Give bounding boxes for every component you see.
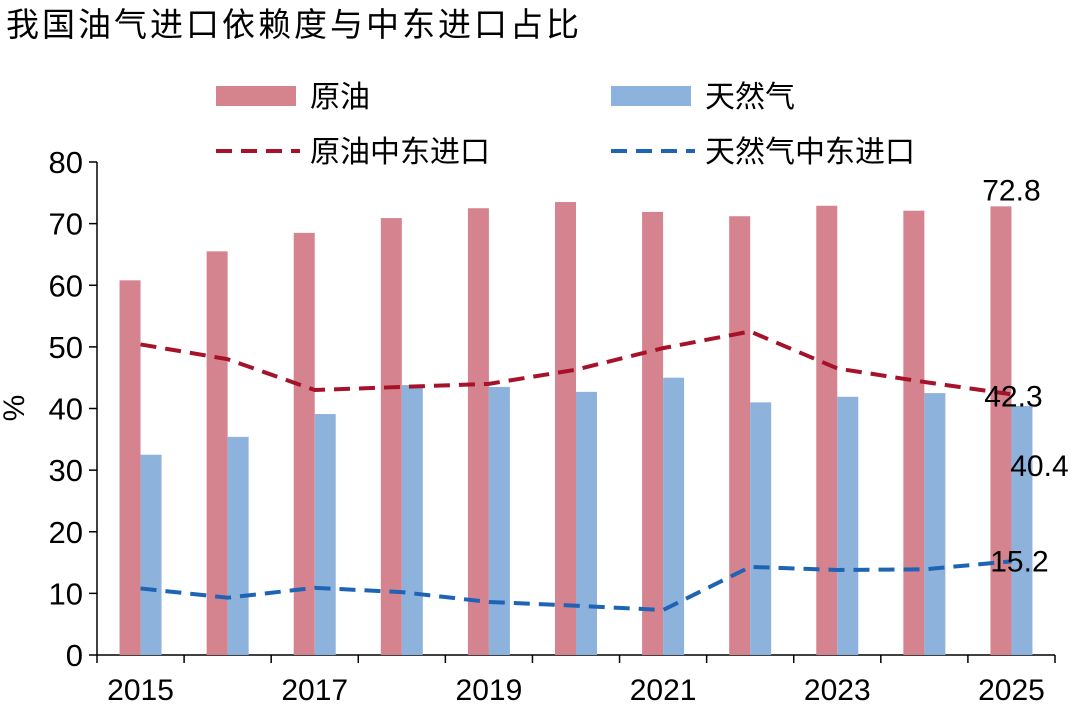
legend: 原油 天然气 原油中东进口 天然气中东进口: [216, 80, 915, 170]
x-tick-label: 2017: [281, 674, 348, 707]
bar-gas-2017: [314, 414, 336, 655]
x-axis: 2015 2017 2019 2021 2023 2025: [96, 654, 1056, 707]
legend-label-crude: 原油: [310, 80, 370, 115]
y-tick-label: 80: [49, 145, 83, 180]
data-labels: 72.8 42.3 40.4 15.2: [982, 174, 1068, 578]
lines: [140, 329, 1012, 613]
bar-gas-2023: [837, 396, 859, 655]
bar-gas-2022: [750, 402, 772, 655]
line-gas-middle-east: [140, 559, 1012, 613]
y-tick-label: 50: [49, 330, 83, 365]
bar-gas-2024: [924, 393, 946, 655]
bar-crude-2015: [119, 280, 141, 655]
bar-crude-2021: [642, 211, 664, 655]
bar-crude-2016: [206, 251, 228, 655]
y-tick-label: 0: [66, 638, 83, 673]
bar-gas-2020: [576, 391, 597, 655]
y-tick-label: 60: [49, 268, 83, 303]
x-tick-label: 2023: [804, 674, 871, 707]
bars: [119, 202, 1033, 656]
y-tick-label: 30: [49, 453, 83, 488]
bar-gas-2019: [488, 386, 510, 655]
bar-crude-2024: [903, 210, 925, 655]
y-tick-label: 20: [49, 515, 83, 550]
bar-crude-2022: [729, 216, 751, 656]
legend-swatch-gas: [611, 86, 691, 106]
legend-label-gas-me: 天然气中东进口: [705, 135, 915, 170]
legend-label-gas: 天然气: [705, 80, 795, 115]
bar-crude-2020: [555, 202, 576, 655]
legend-swatch-crude: [216, 86, 296, 106]
bar-crude-2019: [467, 208, 489, 655]
data-label: 42.3: [984, 380, 1042, 413]
bar-crude-2017: [293, 232, 315, 655]
data-label: 72.8: [982, 174, 1040, 207]
y-axis: 0 10 20 30 40 50 60 70 80: [49, 145, 98, 673]
legend-label-crude-me: 原油中东进口: [310, 135, 490, 170]
bar-crude-2025: [990, 206, 1012, 655]
data-label: 40.4: [1010, 450, 1068, 483]
x-tick-label: 2021: [630, 674, 697, 707]
bar-crude-2018: [380, 218, 402, 656]
y-tick-label: 10: [49, 576, 83, 611]
bar-gas-2018: [401, 385, 423, 655]
bar-gas-2016: [227, 436, 249, 655]
x-tick-label: 2019: [456, 674, 523, 707]
bar-gas-2025: [1011, 406, 1033, 655]
chart-title: 我国油气进口依赖度与中东进口占比: [6, 5, 582, 44]
bar-crude-2023: [816, 205, 838, 655]
y-axis-label: %: [0, 395, 31, 422]
bar-gas-2021: [663, 377, 685, 655]
y-tick-label: 70: [49, 207, 83, 242]
bar-gas-2015: [140, 454, 162, 655]
x-tick-label: 2015: [107, 674, 174, 707]
data-label: 15.2: [990, 545, 1048, 578]
x-tick-label: 2025: [978, 674, 1045, 707]
y-tick-label: 40: [49, 392, 83, 427]
